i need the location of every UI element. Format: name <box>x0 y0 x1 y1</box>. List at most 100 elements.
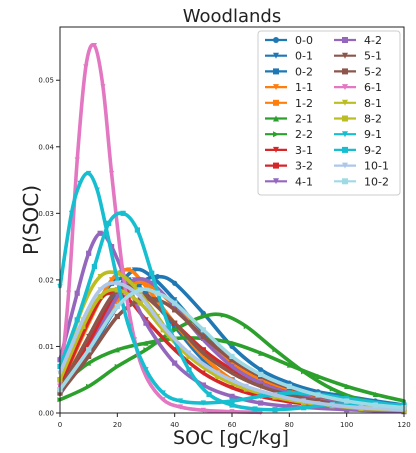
legend-label: 9-1 <box>364 128 382 141</box>
data-point <box>200 327 206 333</box>
legend-label: 2-1 <box>295 113 313 126</box>
data-point <box>229 393 235 399</box>
legend-marker <box>342 162 348 169</box>
data-point <box>86 250 92 256</box>
chart-title: Woodlands <box>183 6 281 27</box>
legend-marker <box>342 115 348 122</box>
data-point <box>172 297 178 303</box>
data-point <box>114 313 120 320</box>
data-point <box>86 347 92 353</box>
legend-label: 8-2 <box>364 113 382 126</box>
data-point <box>160 323 166 330</box>
data-point <box>143 367 149 373</box>
legend-marker <box>273 115 279 122</box>
legend-item-10-1: 10-1 <box>334 160 389 173</box>
data-point <box>160 327 166 333</box>
data-point <box>114 363 120 370</box>
data-point <box>206 391 212 397</box>
data-point <box>68 210 75 216</box>
data-point <box>97 273 103 280</box>
data-point <box>77 180 83 186</box>
data-point <box>286 383 292 389</box>
data-point <box>172 360 178 366</box>
data-point <box>243 323 249 330</box>
data-point <box>114 303 120 310</box>
data-point <box>74 157 80 163</box>
legend-box <box>257 30 401 196</box>
x-tick-label: 120 <box>397 421 410 429</box>
data-point <box>154 290 161 296</box>
data-point <box>258 377 264 383</box>
data-point <box>172 280 178 286</box>
data-point <box>229 402 235 408</box>
data-point <box>243 383 249 389</box>
legend-marker <box>273 84 279 91</box>
data-point <box>258 350 264 356</box>
legend-item-8-1: 8-1 <box>334 97 382 110</box>
data-point <box>143 347 149 353</box>
data-point <box>200 370 206 376</box>
series-layer <box>57 43 407 415</box>
data-point <box>229 357 235 363</box>
data-point <box>200 400 206 406</box>
data-point <box>126 267 132 273</box>
legend-label: 1-2 <box>295 97 313 110</box>
data-point <box>149 283 155 290</box>
legend-marker <box>273 146 279 153</box>
legend-item-6-1: 6-1 <box>334 81 382 94</box>
legend-marker <box>342 178 348 185</box>
data-point <box>220 312 226 318</box>
data-point <box>86 333 92 340</box>
series-line-9-1 <box>58 171 406 409</box>
y-tick-label: 0.01 <box>38 343 54 351</box>
data-point <box>120 270 126 276</box>
legend-item-0-0: 0-0 <box>265 34 313 47</box>
legend-label: 0-0 <box>295 34 313 47</box>
x-tick-label: 40 <box>170 421 179 429</box>
legend-marker <box>342 68 348 75</box>
data-point <box>177 398 183 404</box>
data-point <box>86 340 92 346</box>
data-point <box>114 277 120 283</box>
data-point <box>315 373 321 379</box>
data-point <box>166 323 172 330</box>
data-point <box>143 320 149 326</box>
legend-marker <box>342 52 348 59</box>
data-point <box>272 392 278 398</box>
axes-layer: 0 20 40 60 80 100 120 0.00 0.01 0.02 0.03 0.04 0.05 <box>38 26 411 429</box>
data-point <box>215 370 221 376</box>
data-point <box>74 317 80 323</box>
data-point <box>177 404 183 410</box>
data-point <box>243 386 249 392</box>
legend-item-1-1: 1-1 <box>265 81 313 94</box>
data-point <box>91 43 97 49</box>
data-point <box>229 398 235 404</box>
legend-marker <box>342 37 348 43</box>
data-point <box>131 277 138 283</box>
data-point <box>143 340 149 346</box>
legend-item-9-2: 9-2 <box>334 144 382 157</box>
legend: 0-0 0-1 0-2 1-1 1-2 2-1 2-2 3-1 3-2 4-1 4-2 5-1 5-2 6… <box>257 30 401 196</box>
data-point <box>344 407 350 413</box>
legend-label: 4-1 <box>295 175 313 188</box>
legend-marker <box>342 84 348 91</box>
data-point <box>272 407 278 413</box>
legend-marker <box>273 178 279 185</box>
data-point <box>286 390 292 396</box>
data-point <box>154 273 161 280</box>
data-point <box>315 398 321 404</box>
data-point <box>137 293 143 300</box>
data-point <box>86 170 92 177</box>
legend-label: 0-2 <box>295 65 313 78</box>
legend-marker <box>273 99 279 106</box>
data-point <box>80 317 86 323</box>
data-point <box>200 350 206 356</box>
data-point <box>200 407 206 413</box>
data-point <box>258 383 264 389</box>
legend-item-4-1: 4-1 <box>265 175 313 188</box>
legend-marker <box>273 68 279 75</box>
data-point <box>100 84 106 90</box>
data-point <box>131 267 138 273</box>
data-point <box>200 357 206 363</box>
